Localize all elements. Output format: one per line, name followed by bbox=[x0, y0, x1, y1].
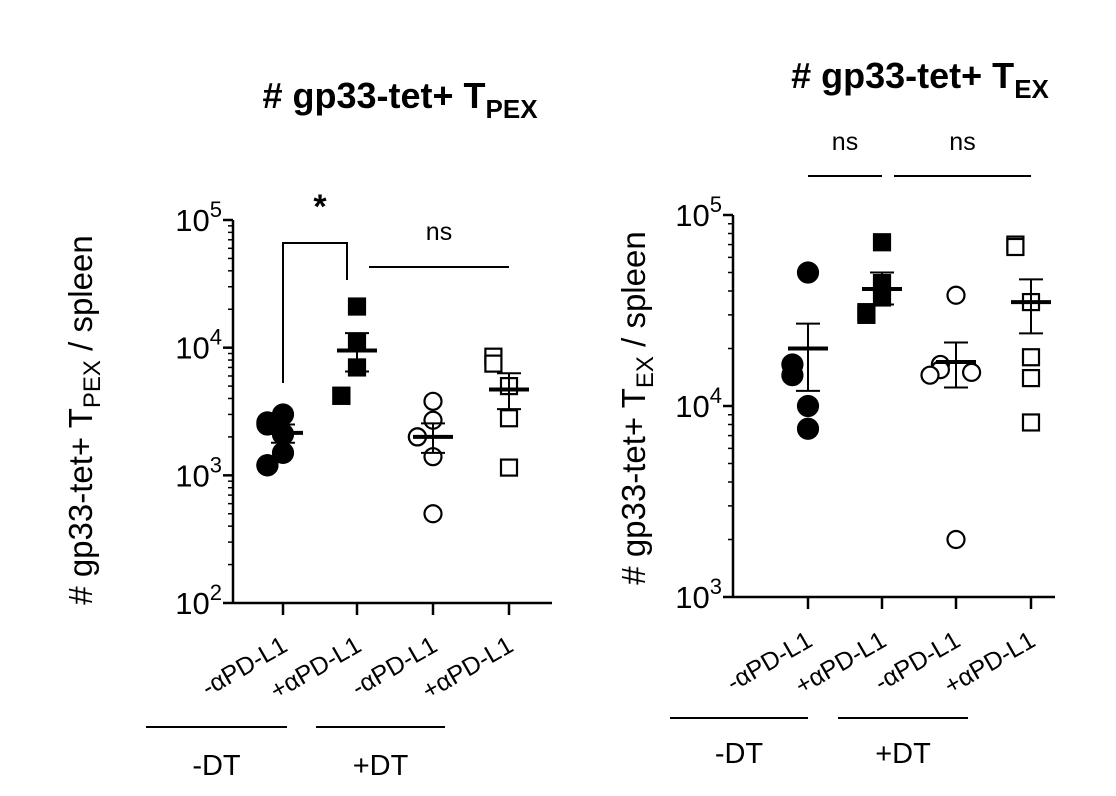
data-point bbox=[423, 391, 443, 411]
chart-title: # gp33-tet+ TPEX bbox=[262, 75, 538, 124]
data-point bbox=[1006, 237, 1025, 257]
data-point bbox=[423, 504, 443, 524]
data-point bbox=[1021, 413, 1041, 432]
data-point bbox=[796, 417, 820, 440]
significance-label: ns bbox=[832, 128, 858, 156]
significance-label: ns bbox=[949, 128, 975, 156]
data-point bbox=[857, 305, 876, 324]
data-point bbox=[796, 261, 820, 284]
data-point bbox=[872, 233, 892, 252]
y-axis-label: # gp33-tet+ TEX / spleen bbox=[615, 231, 659, 584]
chart-tex: # gp33-tet+ TEX # gp33-tet+ TEX / spleen… bbox=[615, 55, 1055, 770]
y-tick-label: 104 bbox=[175, 325, 222, 366]
group-label: -DT bbox=[715, 738, 764, 770]
y-tick-label: 105 bbox=[675, 192, 722, 233]
significance-label: ns bbox=[426, 218, 452, 246]
data-point bbox=[1021, 348, 1041, 367]
data-point bbox=[961, 362, 982, 382]
y-tick-label: 104 bbox=[675, 383, 722, 424]
y-tick-label: 105 bbox=[175, 197, 222, 238]
data-point bbox=[499, 458, 519, 477]
chart-title: # gp33-tet+ TEX bbox=[791, 55, 1049, 104]
group-label: +DT bbox=[353, 750, 409, 782]
significance-bracket bbox=[282, 242, 348, 383]
group-label: +DT bbox=[875, 738, 931, 770]
y-tick-label: 103 bbox=[675, 574, 722, 615]
chart-tpex: # gp33-tet+ TPEX # gp33-tet+ TPEX / sple… bbox=[62, 75, 552, 782]
data-point bbox=[920, 365, 940, 385]
data-point bbox=[256, 454, 279, 477]
data-point bbox=[1021, 368, 1041, 388]
data-point bbox=[499, 409, 519, 428]
y-tick-label: 103 bbox=[175, 452, 222, 493]
data-point bbox=[946, 285, 966, 305]
data-point bbox=[484, 354, 503, 373]
y-axis-label: # gp33-tet+ TPEX / spleen bbox=[62, 235, 106, 604]
y-tick-label: 102 bbox=[175, 580, 222, 621]
data-point bbox=[796, 394, 820, 418]
group-label: -DT bbox=[192, 750, 241, 782]
data-point bbox=[332, 386, 351, 405]
significance-label: * bbox=[313, 188, 327, 226]
data-point bbox=[347, 297, 367, 316]
data-point bbox=[781, 364, 804, 387]
data-point bbox=[946, 529, 966, 550]
